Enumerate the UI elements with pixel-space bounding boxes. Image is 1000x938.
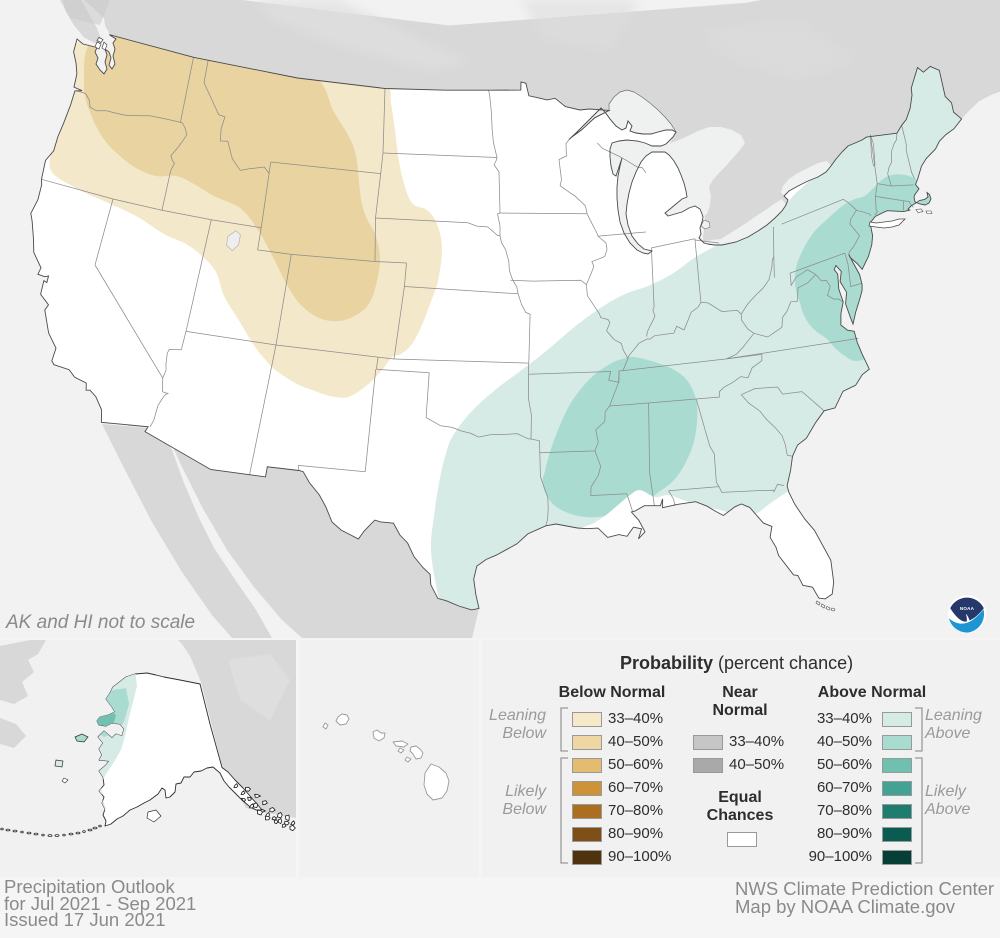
svg-text:NOAA: NOAA: [960, 606, 975, 611]
